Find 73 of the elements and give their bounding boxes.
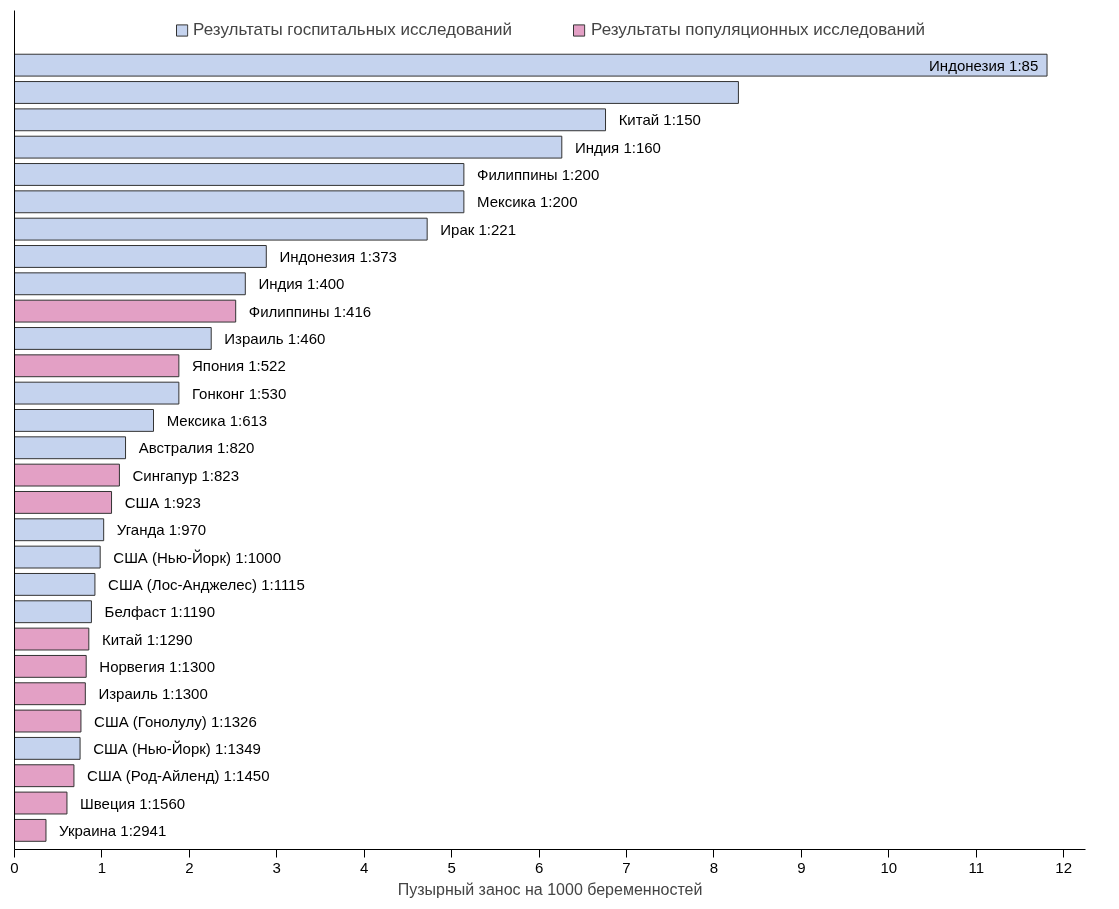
y-tick-label: США (Гонолулу) 1:1326: [94, 712, 257, 730]
x-tick-label: 4: [360, 858, 369, 876]
y-tick-label: США 1:923: [124, 493, 201, 511]
y-tick-label: Норвегия 1:1300: [99, 657, 215, 675]
bar: [14, 163, 465, 186]
bar: [14, 490, 113, 514]
y-tick-label: Индонезия 1:85: [929, 56, 1039, 74]
y-tick-label: Израиль 1:1300: [98, 685, 208, 703]
bar: [14, 682, 86, 706]
legend-label: Результаты популяционных исследований: [591, 20, 925, 40]
y-tick-label: Китай 1:1290: [101, 630, 193, 648]
bar: [14, 381, 180, 405]
bar: [14, 135, 563, 159]
bar: [14, 627, 90, 651]
y-tick-label: Филиппины 1:416: [248, 302, 372, 320]
bar: [14, 354, 180, 378]
y-tick-label: Ирак 1:221: [440, 220, 517, 238]
bar: [14, 545, 101, 569]
y-tick-label: Мексика 1:613: [166, 411, 268, 429]
y-tick-label: США (Лос-Анджелес) 1:1115: [108, 575, 305, 593]
y-tick-label: Филиппины 1:200: [477, 165, 600, 183]
bar: [14, 108, 607, 132]
bar: [14, 217, 428, 241]
y-tick-label: Индия 1:160: [574, 138, 661, 156]
y-tick-label: Индия 1:400: [258, 275, 345, 293]
bar: [14, 654, 87, 678]
x-tick-label: 5: [447, 858, 456, 876]
y-tick-label: Белфаст 1:1190: [104, 603, 215, 621]
y-tick-label: США (Нью-Йорк) 1:1000: [113, 548, 282, 566]
bar: [14, 764, 75, 788]
y-tick-label: Индонезия 1:373: [279, 247, 397, 265]
y-tick-label: США (Род-Айленд) 1:1450: [87, 767, 270, 785]
bar: [14, 245, 267, 268]
y-tick-label: Уганда 1:970: [116, 521, 207, 539]
bar: [14, 463, 120, 487]
x-tick-label: 6: [534, 858, 544, 876]
x-tick-label: 12: [1055, 858, 1072, 876]
bar: [14, 709, 82, 733]
bar: [14, 518, 105, 542]
y-tick-label: Япония 1:522: [191, 357, 286, 375]
legend-label: Результаты госпитальных исследований: [193, 20, 513, 40]
bar: [14, 436, 127, 460]
x-tick-label: 0: [10, 858, 19, 876]
x-tick-label: 3: [272, 858, 281, 876]
bar: [14, 272, 246, 296]
bar: [14, 409, 155, 432]
x-tick-label: 1: [97, 858, 107, 876]
y-tick-label: Австралия 1:820: [138, 439, 255, 457]
bar: [14, 736, 81, 760]
bar: [14, 791, 68, 815]
bar: [14, 818, 47, 842]
bar: [14, 600, 92, 624]
bar: [14, 53, 1048, 77]
y-tick-label: США (Нью-Йорк) 1:1349: [93, 739, 261, 757]
y-tick-label: Швеция 1:1560: [80, 794, 186, 812]
bar: [14, 299, 237, 323]
x-tick-label: 11: [968, 858, 985, 876]
bar: [14, 572, 96, 596]
y-tick-label: Гонконг 1:530: [191, 384, 287, 402]
y-tick-label: Мексика 1:200: [477, 193, 578, 211]
y-tick-label: Украина 1:2941: [59, 821, 167, 839]
bar: [14, 190, 465, 214]
x-tick-label: 9: [797, 858, 806, 876]
y-tick-label: Китай 1:150: [618, 111, 701, 129]
x-tick-label: 10: [880, 858, 898, 876]
x-tick-label: 7: [622, 858, 631, 876]
x-tick-label: 8: [709, 858, 719, 876]
x-axis-title: Пузырный занос на 1000 беременностей: [397, 880, 703, 898]
bar: [14, 81, 739, 104]
y-tick-label: Израиль 1:460: [224, 329, 326, 347]
y-tick-label: Сингапур 1:823: [132, 466, 240, 484]
x-tick-label: 2: [185, 858, 194, 876]
bar: [14, 327, 212, 350]
